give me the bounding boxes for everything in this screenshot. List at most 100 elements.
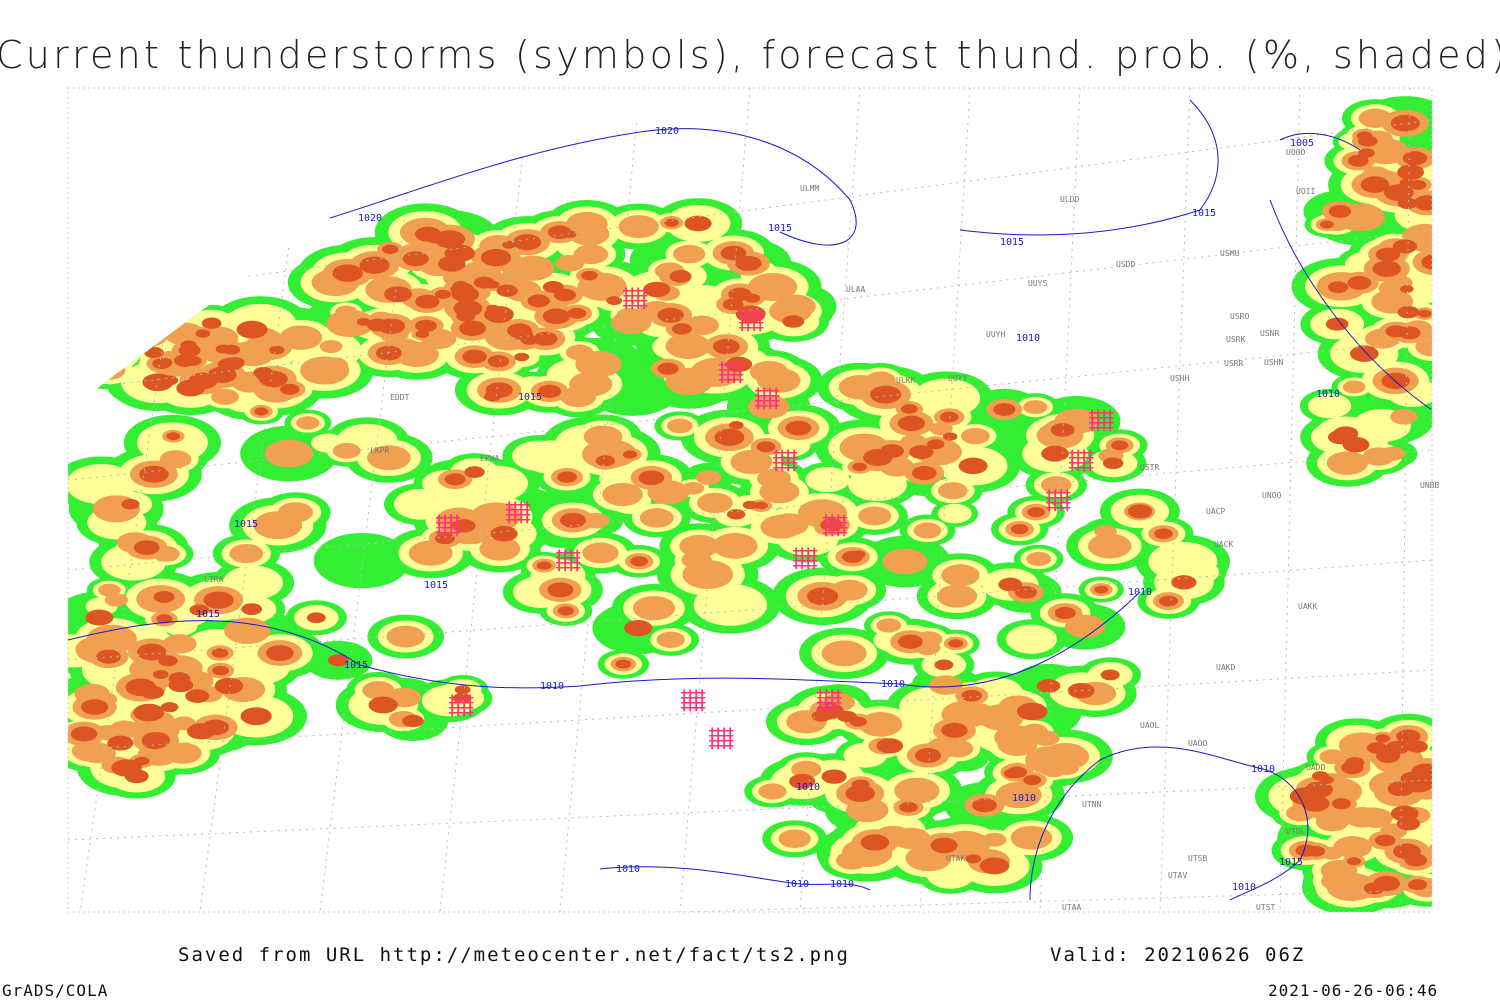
shade-cell: [332, 264, 363, 282]
shade-cell: [1333, 835, 1372, 858]
storm-symbol: ‡: [840, 513, 848, 529]
meridian: [679, 88, 751, 912]
shade-cell: [195, 329, 211, 338]
station-label: UAOO: [1188, 739, 1207, 748]
storm-symbol: ‡: [834, 523, 842, 539]
storm-symbol: ‡: [834, 513, 842, 529]
shade-cell: [364, 262, 379, 271]
shade-cell: [382, 244, 399, 255]
shade-cell: [1328, 205, 1352, 218]
shade-cell: [912, 378, 981, 418]
shade-cell: [1026, 551, 1052, 567]
isobar-label: 1020: [358, 213, 382, 224]
shade-cell: [378, 319, 400, 332]
shade-cell: [807, 587, 839, 606]
shade-cell: [332, 442, 361, 459]
storm-symbol: ‡: [738, 318, 746, 334]
shade-cell: [639, 508, 674, 528]
shade-cell: [1390, 408, 1418, 425]
shade-cell: [139, 465, 169, 483]
shade-cell: [1006, 766, 1028, 779]
station-label: EPWA: [480, 454, 499, 463]
shade-cell: [892, 827, 931, 850]
shade-cell: [769, 513, 809, 536]
storm-symbol: ‡: [760, 386, 768, 402]
shade-cell: [747, 394, 790, 419]
storm-symbol: ‡: [828, 513, 836, 529]
shade-cell: [714, 428, 745, 446]
shade-cell: [1358, 135, 1378, 147]
station-label: UTAK: [946, 854, 965, 863]
shade-cell: [785, 420, 812, 436]
shade-cell: [682, 559, 734, 590]
storm-symbol: ‡: [1068, 448, 1076, 464]
shade-cell: [673, 244, 706, 264]
shade-cell: [1413, 195, 1432, 211]
station-label: ULKK: [896, 376, 915, 385]
shade-cell: [926, 439, 945, 450]
shade-cell: [502, 240, 516, 249]
shade-cell: [565, 344, 594, 361]
shade-cell: [911, 466, 937, 481]
storm-symbol: ‡: [760, 396, 768, 412]
shade-cell: [789, 773, 816, 789]
shade-cell: [939, 411, 959, 423]
shade-cell: [156, 614, 173, 624]
isobar-label: 1010: [1316, 389, 1340, 400]
station-label: UOII: [1296, 187, 1315, 196]
shade-cell: [1320, 775, 1335, 784]
shade-cell: [914, 748, 941, 763]
shade-cell: [1347, 276, 1372, 290]
shade-cell: [778, 829, 811, 848]
shade-cell: [712, 338, 740, 355]
meridian: [79, 88, 201, 912]
shade-cell: [536, 561, 552, 570]
shade-cell: [490, 525, 518, 542]
storm-symbol: ‡: [448, 703, 456, 719]
storm-symbol: ‡: [772, 458, 780, 474]
storm-symbol: ‡: [640, 286, 648, 302]
shade-cell: [941, 564, 980, 587]
shade-cell: [452, 281, 469, 291]
meridian: [1399, 88, 1411, 912]
shade-cell: [567, 307, 587, 319]
shade-cell: [735, 255, 762, 271]
shade-cell: [816, 703, 844, 719]
shade-cell: [1016, 702, 1048, 721]
shade-cell: [852, 462, 867, 472]
shade-cell: [1412, 249, 1432, 276]
shade-cell: [201, 317, 222, 329]
shade-cell: [362, 681, 395, 700]
storm-symbol: ‡: [573, 548, 581, 564]
shade-cell: [1405, 776, 1432, 793]
shade-cell: [1374, 834, 1396, 847]
storm-symbol: ‡: [778, 458, 786, 474]
storm-symbol: ‡: [634, 296, 642, 312]
storm-symbol: ‡: [772, 396, 780, 412]
shade-cell: [979, 857, 1010, 875]
shade-cell: [1094, 585, 1109, 594]
storm-symbol: ‡: [726, 726, 734, 742]
shade-cell: [557, 606, 574, 616]
shade-cell: [240, 707, 272, 726]
isobar-label: 1010: [1016, 333, 1040, 344]
storm-symbol: ‡: [1106, 408, 1114, 424]
storm-symbol: ‡: [744, 308, 752, 324]
storm-symbol: ‡: [555, 558, 563, 574]
storm-symbol: ‡: [834, 688, 842, 704]
timestamp: 2021-06-26-06:46: [1268, 981, 1438, 1000]
shade-cell: [846, 797, 889, 823]
storm-symbol: ‡: [766, 396, 774, 412]
shade-cell: [415, 319, 437, 333]
shade-cell: [485, 280, 500, 289]
storm-symbol: ‡: [750, 318, 758, 334]
shade-cell: [841, 550, 864, 563]
isobar-label: 1010: [881, 679, 905, 690]
shade-cell: [573, 244, 609, 265]
storm-symbol: ‡: [1057, 498, 1065, 514]
shade-cell: [180, 340, 197, 350]
storm-symbol: ‡: [790, 448, 798, 464]
shade-cell: [876, 738, 904, 754]
shade-cell: [140, 685, 165, 700]
storm-symbol: ‡: [680, 688, 688, 704]
